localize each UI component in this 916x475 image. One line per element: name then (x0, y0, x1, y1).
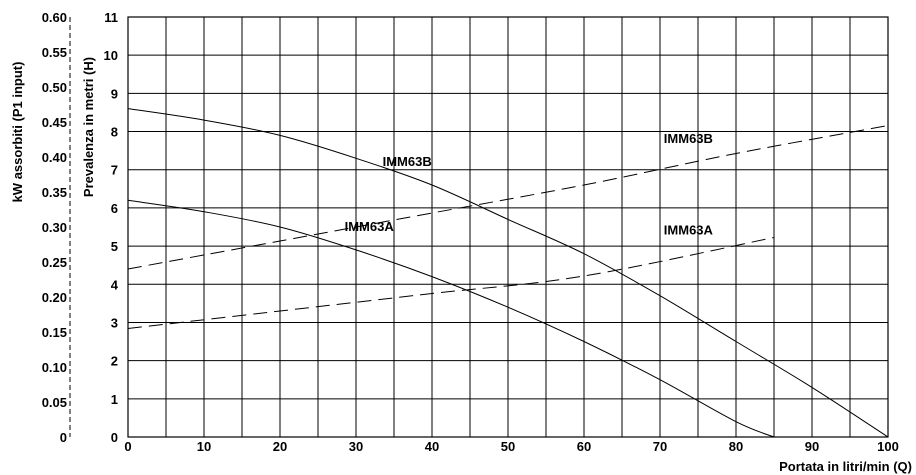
y2-tick-label: 0.10 (42, 360, 67, 375)
x-tick-label: 90 (805, 439, 819, 454)
x-tick-label: 50 (501, 439, 515, 454)
curves (127, 108, 889, 438)
plot-frame (127, 16, 889, 438)
x-tick-label: 20 (273, 439, 287, 454)
y-tick-label: 11 (104, 10, 118, 25)
y-tick-label: 9 (111, 86, 118, 101)
x-tick-label: 40 (425, 439, 439, 454)
flow-axis-title: Portata in litri/min (Q) (779, 459, 912, 474)
y2-tick-label: 0 (60, 430, 67, 445)
y2-tick-label: 0.30 (42, 220, 67, 235)
power-axis-title: kW assorbiti (P1 input) (10, 62, 25, 203)
y2-tick-label: 0.50 (42, 80, 67, 95)
y-tick-label: 10 (104, 48, 118, 63)
y-tick-label: 1 (111, 392, 118, 407)
curve-label: IMM63A (345, 219, 395, 234)
curve-head-imm63a (127, 199, 775, 438)
y2-tick-label: 0.60 (42, 10, 67, 25)
x-tick-label: 100 (877, 439, 899, 454)
curve-label: IMM63A (664, 223, 714, 238)
curve-head-imm63b (127, 108, 889, 438)
y-tick-label: 8 (111, 125, 118, 140)
y2-tick-label: 0.55 (42, 45, 67, 60)
x-tick-label: 0 (124, 439, 131, 454)
y2-tick-label: 0.25 (42, 255, 67, 270)
curve-label: IMM63B (664, 131, 713, 146)
y2-tick-label: 0.05 (42, 395, 67, 410)
x-tick-label: 60 (577, 439, 591, 454)
y-tick-label: 0 (111, 430, 118, 445)
y2-tick-label: 0.40 (42, 150, 67, 165)
x-tick-label: 10 (197, 439, 211, 454)
x-tick-label: 70 (653, 439, 667, 454)
curve-power-imm63a (127, 237, 775, 329)
x-tick-label: 30 (349, 439, 363, 454)
grid-lines (128, 17, 888, 437)
head-axis-title: Prevalenza in metri (H) (81, 57, 96, 197)
y2-tick-label: 0.45 (42, 115, 67, 130)
y2-tick-label: 0.15 (42, 325, 67, 340)
x-tick-label: 80 (729, 439, 743, 454)
y-tick-label: 7 (111, 163, 118, 178)
y-tick-label: 4 (111, 277, 119, 292)
y-tick-label: 5 (111, 239, 118, 254)
y-tick-label: 6 (111, 201, 118, 216)
curve-label: IMM63B (383, 154, 432, 169)
y2-tick-label: 0.20 (42, 290, 67, 305)
y2-tick-label: 0.35 (42, 185, 67, 200)
tick-labels: 0 10 20 30 40 50 60 70 80 90 100 0 1 2 3 4 5 6 7 8 9 10 11 0 0.0… (42, 10, 899, 454)
y-tick-label: 2 (111, 354, 118, 369)
curve-labels: IMM63B IMM63A IMM63B IMM63A (345, 131, 714, 238)
curve-power-imm63b (127, 125, 889, 270)
y-tick-label: 3 (111, 315, 118, 330)
